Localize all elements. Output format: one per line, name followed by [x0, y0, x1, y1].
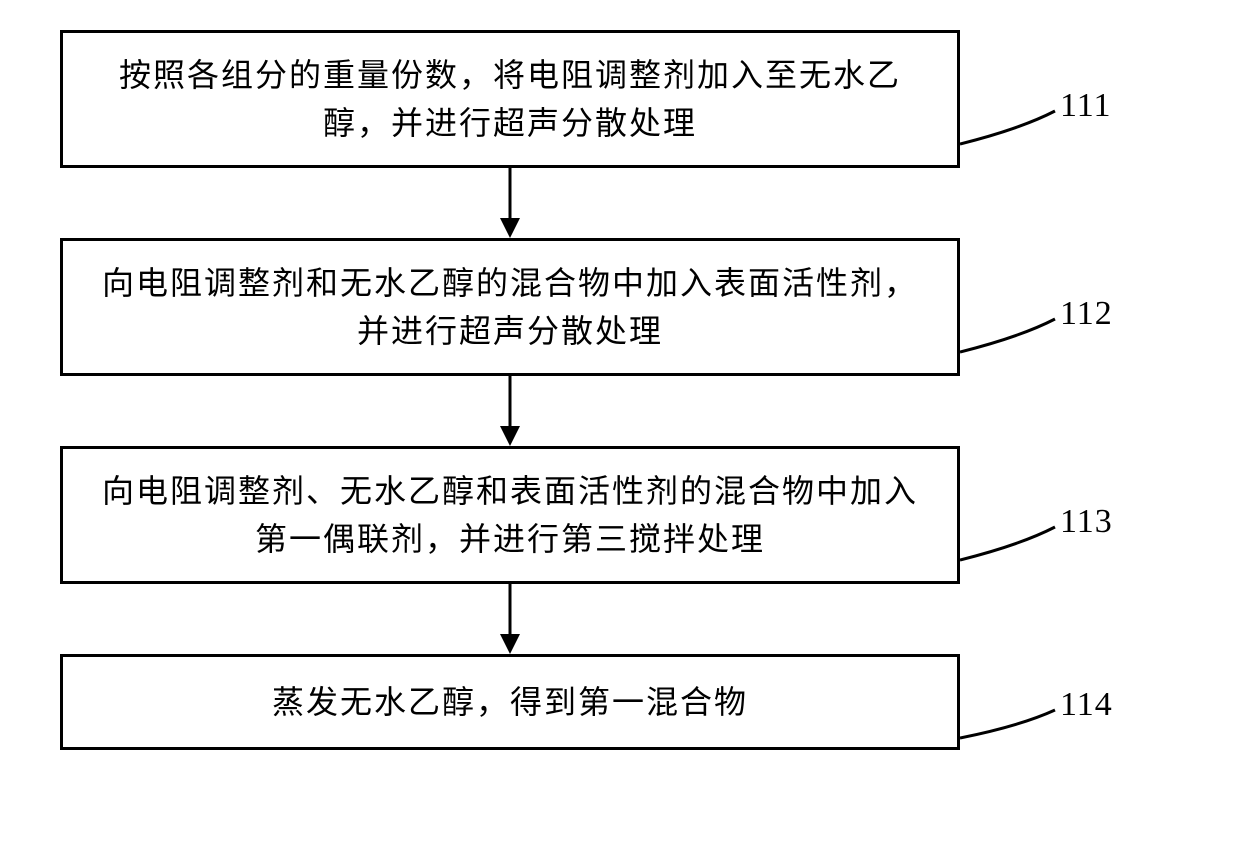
step-text-1: 按照各组分的重量份数，将电阻调整剂加入至无水乙醇，并进行超声分散处理 — [93, 51, 927, 147]
arrow-down-icon — [490, 584, 530, 654]
arrow-2 — [60, 376, 960, 446]
step-label-4: 114 — [1060, 686, 1113, 724]
arrow-3 — [60, 584, 960, 654]
step-text-4: 蒸发无水乙醇，得到第一混合物 — [272, 678, 748, 726]
step-text-2: 向电阻调整剂和无水乙醇的混合物中加入表面活性剂，并进行超声分散处理 — [93, 259, 927, 355]
arrow-down-icon — [490, 376, 530, 446]
step-row-4: 蒸发无水乙醇，得到第一混合物 114 — [60, 654, 1180, 750]
step-row-2: 向电阻调整剂和无水乙醇的混合物中加入表面活性剂，并进行超声分散处理 112 — [60, 238, 1180, 376]
arrow-1 — [60, 168, 960, 238]
step-label-3: 113 — [1060, 503, 1113, 541]
step-box-3: 向电阻调整剂、无水乙醇和表面活性剂的混合物中加入第一偶联剂，并进行第三搅拌处理 — [60, 446, 960, 584]
step-row-1: 按照各组分的重量份数，将电阻调整剂加入至无水乙醇，并进行超声分散处理 111 — [60, 30, 1180, 168]
step-label-2: 112 — [1060, 295, 1113, 333]
step-row-3: 向电阻调整剂、无水乙醇和表面活性剂的混合物中加入第一偶联剂，并进行第三搅拌处理 … — [60, 446, 1180, 584]
arrow-down-icon — [490, 168, 530, 238]
step-box-2: 向电阻调整剂和无水乙醇的混合物中加入表面活性剂，并进行超声分散处理 — [60, 238, 960, 376]
step-label-1: 111 — [1060, 87, 1111, 125]
step-box-1: 按照各组分的重量份数，将电阻调整剂加入至无水乙醇，并进行超声分散处理 — [60, 30, 960, 168]
step-box-4: 蒸发无水乙醇，得到第一混合物 — [60, 654, 960, 750]
step-text-3: 向电阻调整剂、无水乙醇和表面活性剂的混合物中加入第一偶联剂，并进行第三搅拌处理 — [93, 467, 927, 563]
flowchart-container: 按照各组分的重量份数，将电阻调整剂加入至无水乙醇，并进行超声分散处理 111 向… — [60, 30, 1180, 750]
